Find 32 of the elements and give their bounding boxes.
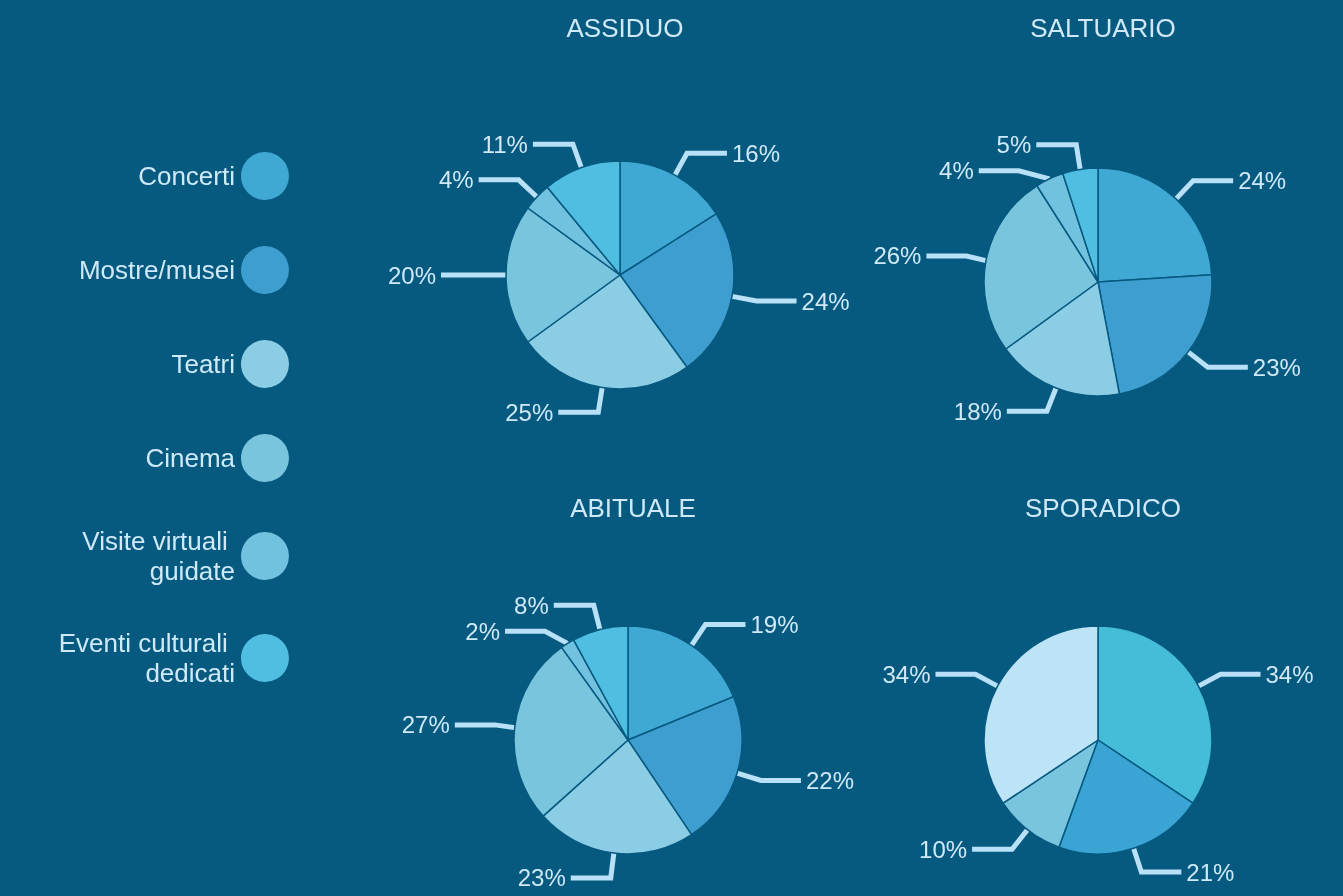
data-label: 20% <box>387 261 436 289</box>
data-label: 5% <box>996 131 1032 159</box>
chart-title: SALTUARIO <box>1030 13 1176 43</box>
legend-label: Eventi culturali dedicati <box>58 628 235 688</box>
chart-title: ASSIDUO <box>566 13 684 43</box>
chart-title: SPORADICO <box>1024 493 1182 523</box>
data-label: 10% <box>919 835 968 863</box>
data-label: 11% <box>481 130 528 158</box>
data-label: 24% <box>801 287 850 315</box>
data-label: 24% <box>1238 167 1287 195</box>
legend-label: Mostre/musei <box>78 255 235 285</box>
data-label: 2% <box>465 617 501 645</box>
data-label: 8% <box>514 591 549 619</box>
legend-label: Teatri <box>171 349 235 379</box>
data-label: 23% <box>1252 353 1301 381</box>
data-label: 34% <box>882 660 931 688</box>
legend-label: Cinema <box>145 443 236 473</box>
legend-label: Visite virtuali guidate <box>82 526 235 586</box>
data-label: 27% <box>401 711 450 739</box>
legend-label: Concerti <box>138 161 235 191</box>
data-label: 16% <box>731 139 781 167</box>
data-label: 34% <box>1265 660 1314 688</box>
data-label: 22% <box>805 766 855 794</box>
data-label: 19% <box>750 611 799 639</box>
data-label: 4% <box>939 157 974 185</box>
data-label: 25% <box>505 398 554 426</box>
data-label: 23% <box>517 864 566 892</box>
data-label: 4% <box>438 166 474 194</box>
data-label: 18% <box>953 397 1002 425</box>
data-label: 21% <box>1186 858 1235 886</box>
data-label: 26% <box>873 242 922 270</box>
chart-title: ABITUALE <box>570 493 696 523</box>
